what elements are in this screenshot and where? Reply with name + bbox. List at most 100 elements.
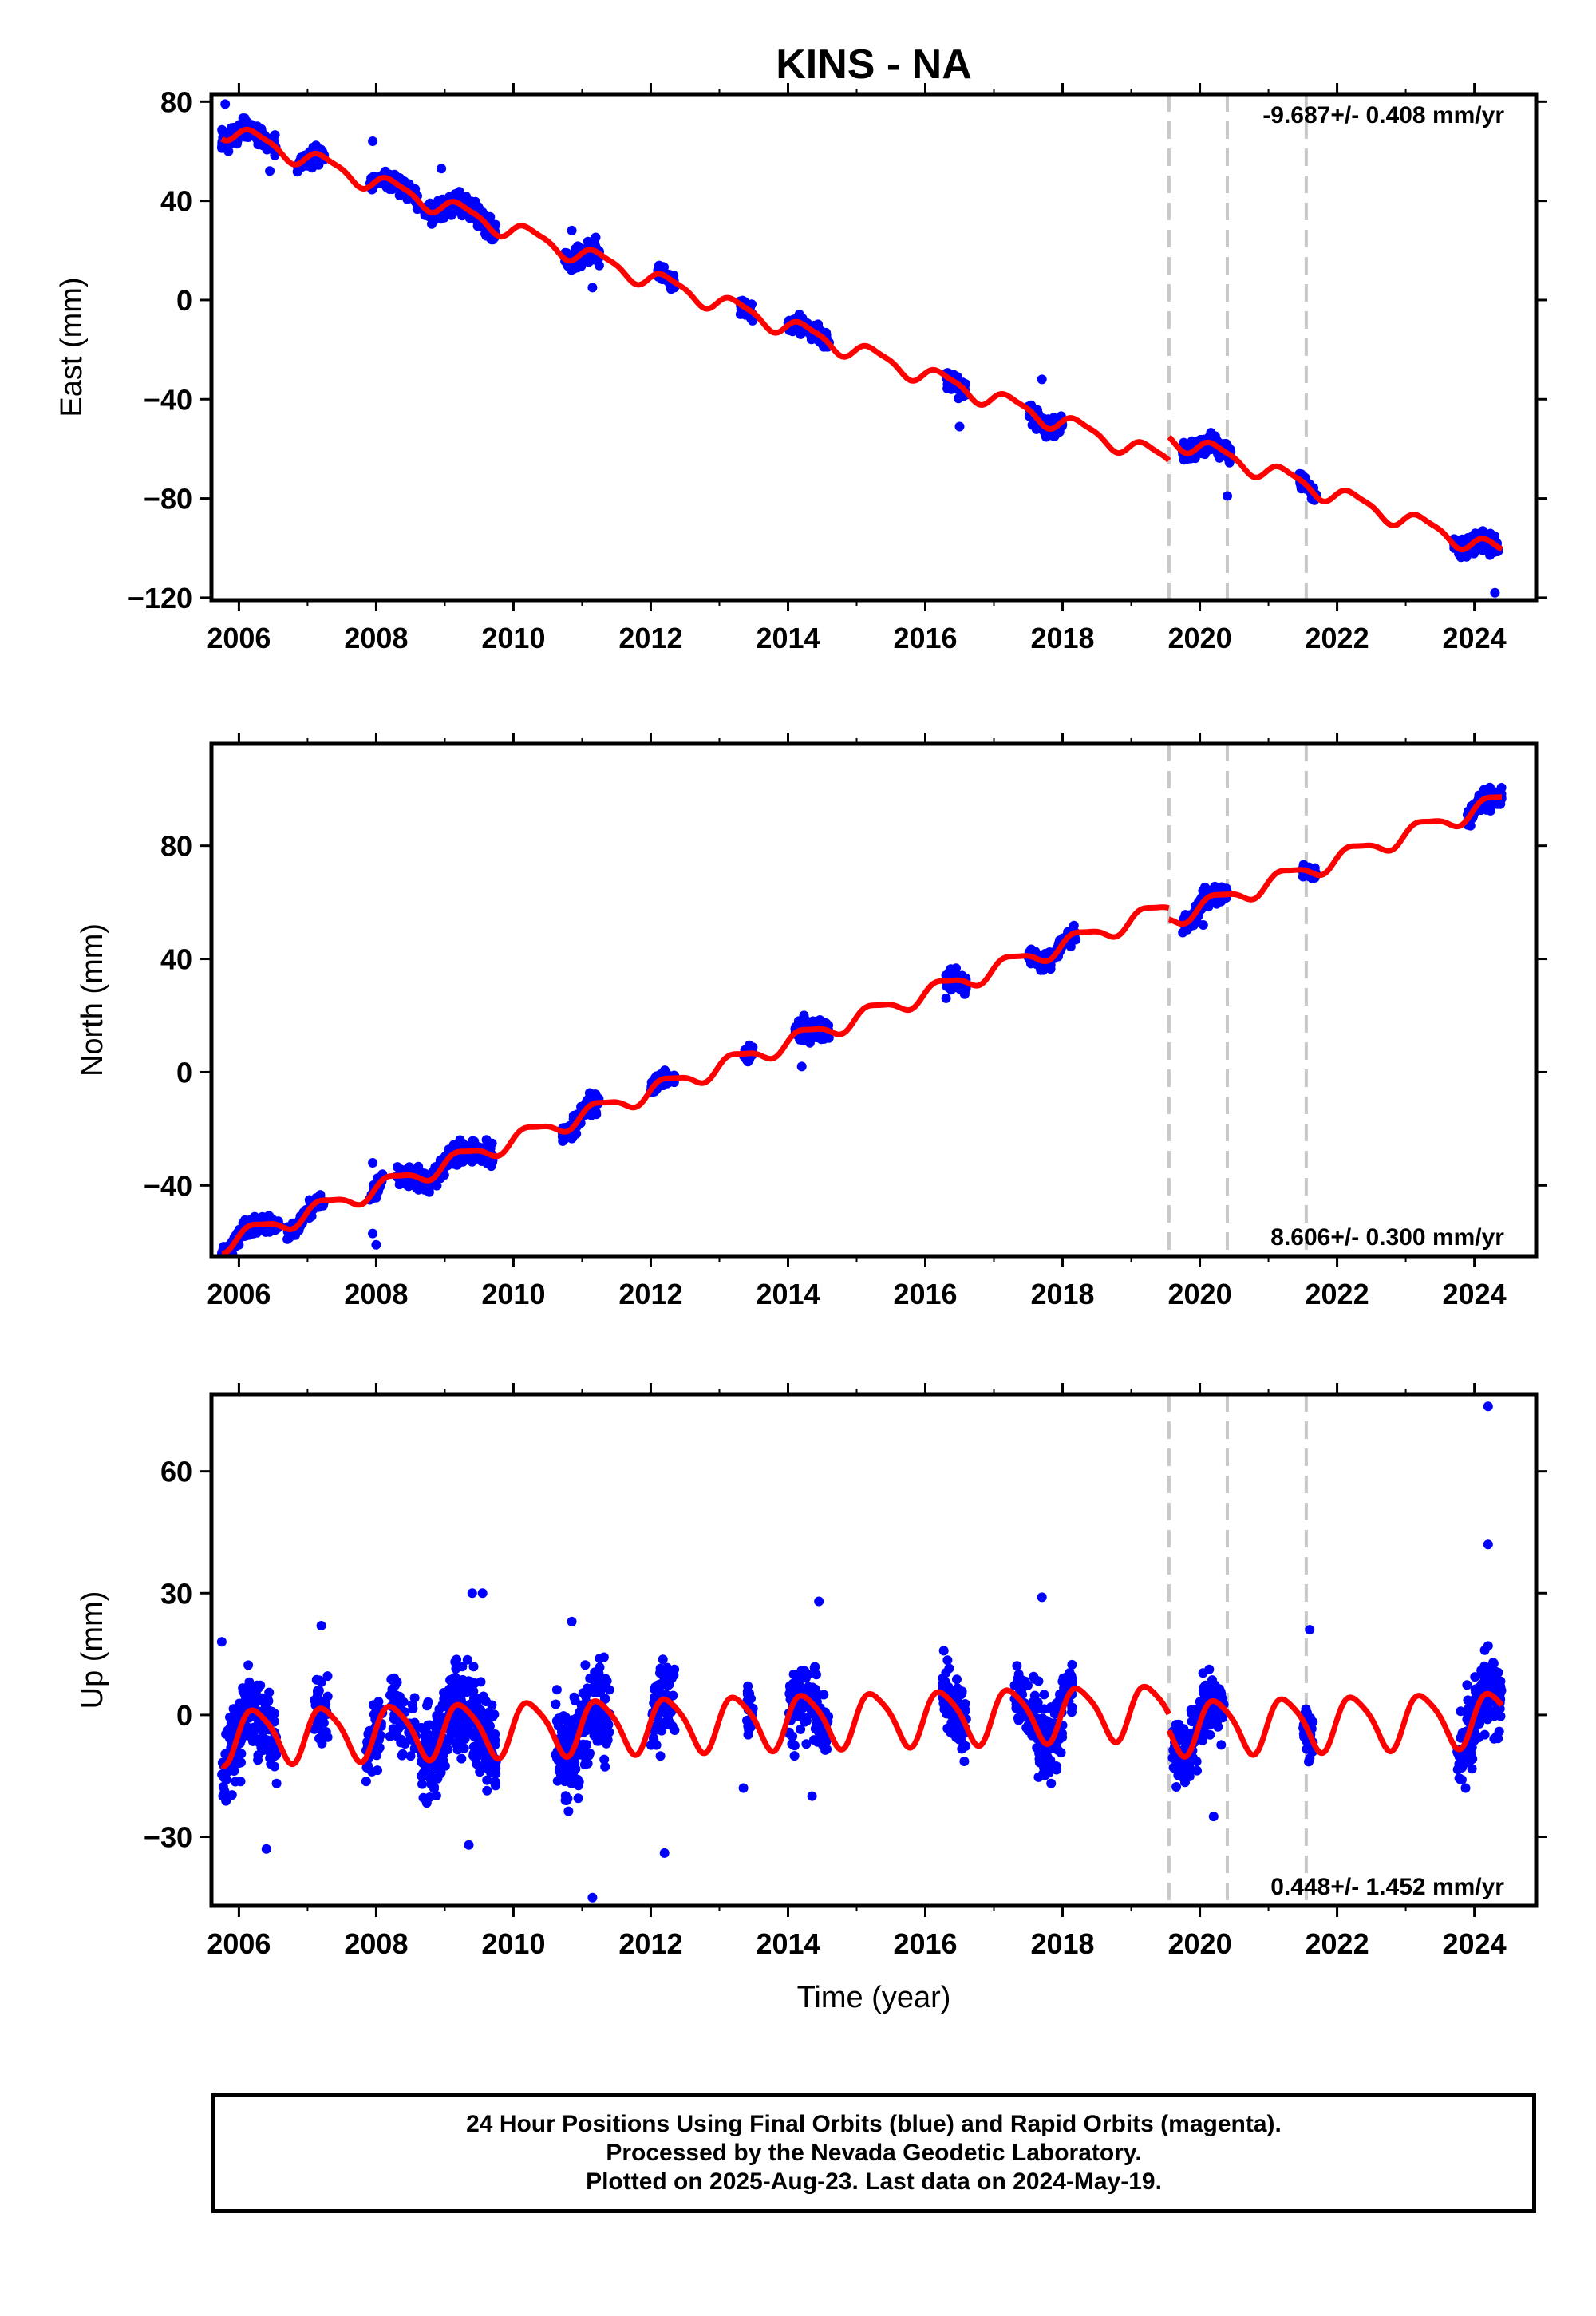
data-point xyxy=(472,1701,482,1711)
data-point xyxy=(1171,1758,1182,1769)
data-point xyxy=(567,1616,577,1626)
data-point xyxy=(314,1675,324,1686)
data-point xyxy=(1473,1685,1483,1695)
x-tick-label: 2014 xyxy=(756,1278,820,1310)
data-point xyxy=(302,160,313,171)
x-tick-label: 2012 xyxy=(618,1278,682,1310)
data-point xyxy=(488,1157,497,1168)
data-point xyxy=(814,1596,824,1607)
data-point xyxy=(796,1061,807,1072)
x-tick-label: 2012 xyxy=(618,1927,682,1960)
y-axis-title: North (mm) xyxy=(76,923,109,1077)
data-point xyxy=(1490,587,1500,598)
data-point xyxy=(262,1705,272,1715)
data-point xyxy=(654,1679,665,1690)
data-point xyxy=(659,1848,670,1858)
data-point xyxy=(663,1716,674,1726)
data-point xyxy=(468,1686,479,1697)
data-point xyxy=(1037,1592,1047,1603)
data-point xyxy=(456,1677,465,1687)
data-point xyxy=(600,1761,610,1772)
x-tick-label: 2010 xyxy=(481,1278,545,1310)
data-point xyxy=(245,1686,255,1696)
plot-frame xyxy=(209,1392,1539,1908)
data-point xyxy=(472,1759,482,1769)
data-point xyxy=(787,1739,797,1749)
data-point xyxy=(1038,1718,1049,1729)
velocity-label: 8.606+/- 0.300 mm/yr xyxy=(1270,1224,1504,1251)
data-point xyxy=(801,1739,812,1749)
data-point xyxy=(1184,1758,1195,1769)
data-point xyxy=(658,1654,668,1665)
data-point xyxy=(655,1751,666,1761)
data-point xyxy=(1029,1671,1039,1682)
data-point xyxy=(1494,1726,1504,1737)
data-point xyxy=(1069,920,1079,931)
data-point xyxy=(583,236,593,247)
data-point xyxy=(374,1742,385,1753)
data-point xyxy=(1046,1778,1057,1788)
data-point xyxy=(257,1211,267,1222)
data-point xyxy=(579,1748,589,1758)
data-point xyxy=(482,1785,492,1796)
figure-title: KINS - NA xyxy=(776,41,972,88)
x-tick-label: 2010 xyxy=(481,1927,545,1960)
data-point xyxy=(389,1714,399,1724)
data-point xyxy=(1470,1672,1480,1682)
data-point xyxy=(942,1708,952,1718)
x-tick-label: 2018 xyxy=(1030,1278,1094,1310)
data-point xyxy=(563,1733,572,1744)
data-point xyxy=(743,1687,753,1697)
data-point xyxy=(322,1691,333,1701)
y-tick-label: −40 xyxy=(144,383,192,416)
data-point xyxy=(219,1773,229,1783)
x-tick-label: 2012 xyxy=(618,622,682,654)
data-point xyxy=(1198,1668,1208,1678)
data-point xyxy=(595,1717,606,1728)
data-point xyxy=(582,1740,591,1750)
data-point xyxy=(409,1693,420,1703)
data-point xyxy=(1029,1690,1040,1701)
data-point xyxy=(567,1768,578,1778)
data-point xyxy=(941,993,951,1003)
data-point xyxy=(264,1736,275,1746)
data-point xyxy=(485,1765,496,1775)
panel-up: 2006 2008 2010 2012 2014 2016 2018 2020 2022 2024… xyxy=(76,1383,1547,1960)
data-point xyxy=(425,1738,435,1749)
data-point xyxy=(1208,1812,1219,1822)
data-point xyxy=(265,1753,275,1763)
data-point xyxy=(573,1793,583,1804)
caption-box: 24 Hour Positions Using Final Orbits (bl… xyxy=(211,2093,1536,2213)
data-point xyxy=(417,1779,427,1789)
data-point xyxy=(1171,1782,1182,1792)
x-tick-label: 2024 xyxy=(1443,1278,1507,1310)
y-tick-label: −120 xyxy=(128,582,192,615)
data-point xyxy=(315,1190,326,1200)
data-point xyxy=(941,1668,951,1678)
x-tick-label: 2008 xyxy=(344,622,408,654)
data-point xyxy=(448,191,459,201)
y-tick-label: 60 xyxy=(160,1456,192,1488)
data-point xyxy=(1305,1753,1315,1764)
data-point xyxy=(490,1735,500,1745)
plot-frame xyxy=(209,92,1539,603)
velocity-label: 0.448+/- 1.452 mm/yr xyxy=(1270,1874,1504,1900)
data-point xyxy=(462,1654,472,1665)
data-point xyxy=(261,1844,271,1854)
data-point xyxy=(551,1716,562,1726)
data-point xyxy=(576,261,587,271)
data-point xyxy=(1472,1733,1482,1743)
data-point xyxy=(551,1699,561,1709)
data-point xyxy=(662,1662,672,1673)
data-point xyxy=(243,1660,254,1670)
data-point xyxy=(567,225,577,235)
data-point xyxy=(1301,1704,1311,1714)
x-tick-label: 2022 xyxy=(1306,1927,1369,1960)
velocity-label: -9.687+/- 0.408 mm/yr xyxy=(1262,102,1504,128)
data-point xyxy=(445,1675,456,1686)
data-point xyxy=(1037,374,1047,385)
data-point xyxy=(1460,1783,1471,1793)
data-point xyxy=(427,219,437,229)
data-point xyxy=(458,1156,468,1167)
data-point xyxy=(225,1722,235,1733)
